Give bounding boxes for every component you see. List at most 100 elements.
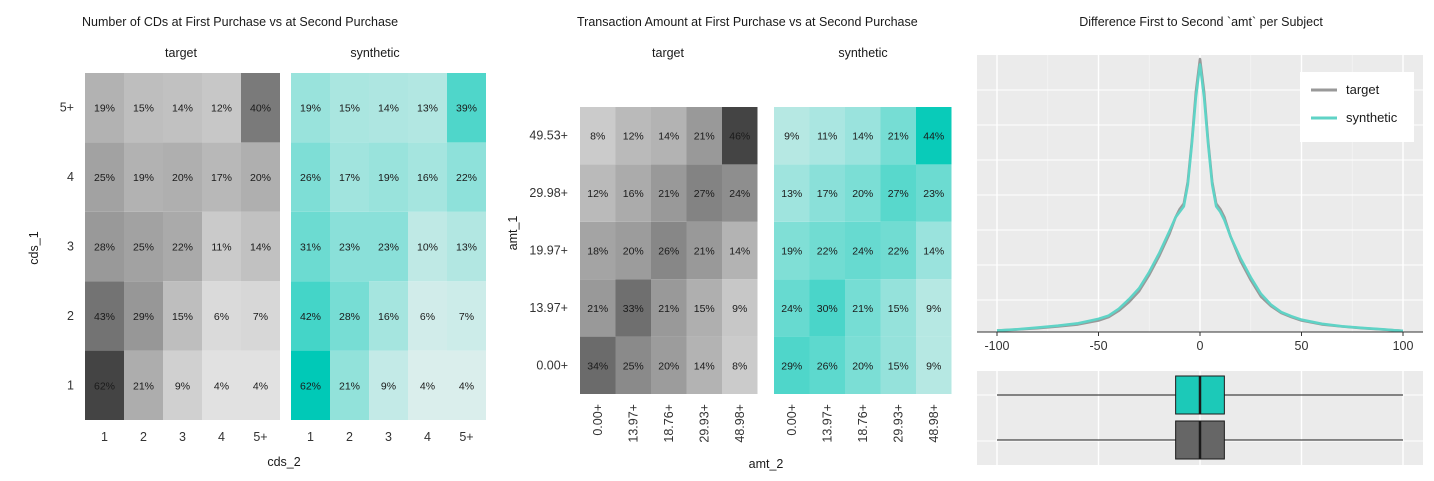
x-axis-label-amt: amt_2 — [749, 457, 784, 471]
cell-label: 11% — [817, 131, 837, 143]
heatmap-cell — [580, 336, 616, 394]
heatmap-cell — [163, 281, 202, 351]
heatmap-cell — [809, 107, 845, 165]
cell-label: 17% — [339, 172, 360, 184]
cell-label: 15% — [339, 103, 360, 115]
cell-label: 19% — [94, 103, 115, 115]
cell-label: 12% — [587, 188, 608, 200]
heatmap-cell — [408, 211, 447, 282]
cell-label: 39% — [456, 103, 477, 115]
cell-label: 31% — [300, 242, 321, 254]
cell-label: 14% — [852, 131, 873, 143]
cell-label: 12% — [211, 103, 232, 115]
heatmap-cell — [651, 279, 687, 337]
heatmap-cell — [163, 211, 202, 282]
cell-label: 14% — [729, 246, 750, 258]
heatmap-cell — [651, 336, 687, 394]
cell-label: 26% — [300, 172, 321, 184]
y-tick-label: 49.53+ — [529, 129, 568, 143]
heatmap-cell — [163, 73, 202, 143]
heatmap-cell — [241, 73, 280, 143]
cell-label: 9% — [926, 303, 941, 315]
heatmap-cell — [369, 350, 408, 420]
heatmap-cell — [408, 350, 447, 420]
density-x-axis: -100 -50 0 50 100 — [977, 331, 1423, 353]
heatmap-cell — [124, 350, 163, 420]
cell-label: 21% — [658, 303, 679, 315]
heatmap-cell — [845, 221, 881, 280]
facet-label-cds-synthetic: synthetic — [350, 46, 399, 60]
x-tick-label: 48.98+ — [927, 404, 941, 443]
heatmap-cell — [615, 336, 651, 394]
x-tick-label: 13.97+ — [626, 404, 640, 443]
cell-label: 44% — [923, 131, 944, 143]
heatmap-cell — [809, 164, 845, 222]
heatmap-cell — [291, 281, 330, 351]
y-tick-label: 0.00+ — [536, 358, 568, 372]
cell-label: 22% — [456, 172, 477, 184]
cell-label: 23% — [339, 242, 360, 254]
cell-label: 14% — [378, 103, 399, 115]
x-tick-label: -50 — [1089, 339, 1107, 353]
heatmap-cell — [845, 107, 881, 165]
heatmap-cell — [916, 336, 952, 394]
heatmap-cell — [722, 336, 758, 394]
heatmap-cell — [651, 221, 687, 280]
cell-label: 19% — [378, 172, 399, 184]
cell-label: 13% — [456, 242, 477, 254]
heatmap-cell — [85, 142, 124, 212]
heatmap-cell — [85, 350, 124, 420]
x-tick-label: 0.00+ — [785, 404, 799, 436]
x-tick-label: 1 — [101, 430, 108, 444]
x-tick-label: 48.98+ — [733, 404, 747, 443]
heatmap-cell — [369, 73, 408, 143]
heatmap-cell — [686, 279, 722, 337]
cell-label: 19% — [300, 103, 321, 115]
x-tick-label: 3 — [385, 430, 392, 444]
heatmap-cell — [809, 279, 845, 337]
x-tick-label: 2 — [140, 430, 147, 444]
cell-label: 26% — [817, 360, 838, 372]
heatmap-cell — [202, 281, 241, 351]
heatmap-cell — [580, 164, 616, 222]
heatmap-cell — [369, 281, 408, 351]
cell-label: 19% — [781, 246, 802, 258]
cell-label: 6% — [420, 311, 435, 323]
heatmap-cell — [809, 221, 845, 280]
cell-label: 9% — [926, 360, 941, 372]
x-tick-label: 1 — [307, 430, 314, 444]
heatmap-cell — [615, 279, 651, 337]
heatmap-cell — [651, 107, 687, 165]
cell-label: 29% — [781, 360, 802, 372]
legend-label-target: target — [1346, 82, 1380, 97]
cell-label: 20% — [852, 188, 873, 200]
heatmap-cell — [447, 211, 486, 282]
heatmap-cell — [845, 164, 881, 222]
heatmap-cell — [85, 73, 124, 143]
legend: target synthetic — [1300, 72, 1414, 142]
cell-label: 15% — [694, 303, 715, 315]
facet-label-amt-target: target — [652, 46, 684, 60]
cell-label: 19% — [133, 172, 154, 184]
heatmap-cell — [447, 350, 486, 420]
cell-label: 10% — [417, 242, 438, 254]
y-tick-label: 4 — [67, 170, 74, 184]
density-line-synthetic — [996, 63, 1404, 333]
cell-label: 62% — [94, 380, 115, 392]
cell-label: 7% — [253, 311, 268, 323]
heatmap-cell — [615, 107, 651, 165]
cell-label: 8% — [732, 360, 747, 372]
heatmap-cell — [580, 221, 616, 280]
cell-label: 6% — [214, 311, 229, 323]
heatmap-cell — [202, 350, 241, 420]
cell-label: 20% — [658, 360, 679, 372]
heatmap-cell — [241, 142, 280, 212]
cell-label: 21% — [694, 246, 715, 258]
heatmap-cell — [202, 142, 241, 212]
heatmap-cell — [686, 107, 722, 165]
heatmap-cell — [880, 279, 916, 337]
heatmap-cell — [330, 211, 369, 282]
x-tick-label: 4 — [424, 430, 431, 444]
y-tick-label: 19.97+ — [529, 244, 568, 258]
cell-label: 21% — [852, 303, 873, 315]
